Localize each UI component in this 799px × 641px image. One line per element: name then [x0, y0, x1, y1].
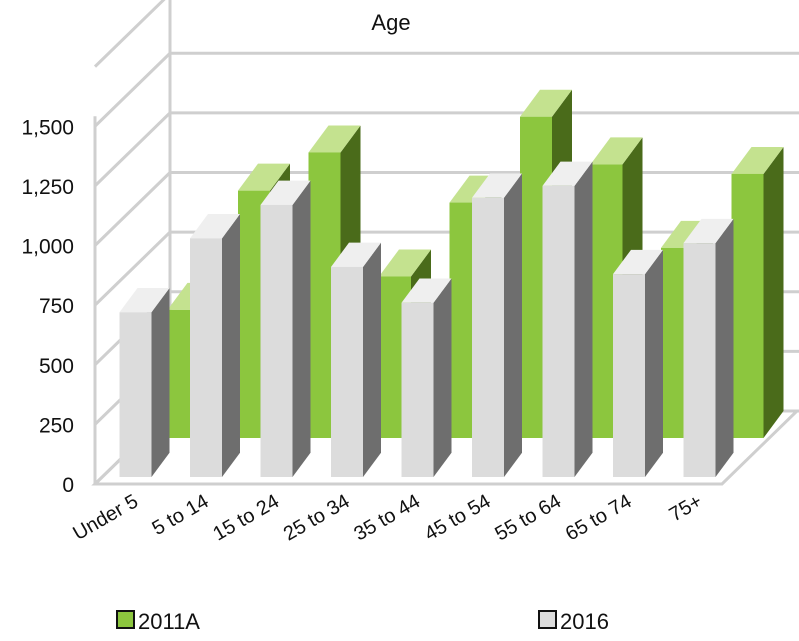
y-tick-label: 500	[39, 355, 74, 378]
gridline-diagonal	[93, 0, 166, 68]
x-tick-label: 15 to 24	[209, 490, 283, 545]
bar-2016	[401, 278, 452, 477]
x-tick-label: 35 to 44	[350, 490, 424, 545]
legend-item-2016[interactable]: 2016	[538, 609, 609, 634]
x-tick-label: Under 5	[69, 490, 142, 545]
bar-2016	[119, 287, 170, 477]
legend-label-2011a: 2011A	[138, 609, 200, 634]
gridline-diagonal	[93, 111, 172, 187]
x-tick-label: 45 to 54	[421, 490, 495, 545]
bar-2016	[472, 173, 522, 478]
gridline-diagonal	[93, 231, 172, 307]
gridline-diagonal	[93, 171, 172, 247]
x-tick-label: 75+	[666, 490, 706, 526]
x-tick-label: 65 to 74	[562, 490, 636, 545]
legend: 2011A 2016	[116, 609, 609, 634]
bar-2016	[260, 180, 311, 477]
y-axis-labels: 0 250 500 750 1,000 1,250 1,500	[21, 116, 74, 497]
legend-label-2016: 2016	[560, 609, 609, 634]
gridline-diagonal	[93, 52, 172, 128]
x-tick-label: 5 to 14	[149, 490, 213, 540]
y-tick-label: 1,000	[21, 236, 74, 259]
legend-swatch-2016	[538, 610, 557, 629]
series-2016-bars	[119, 161, 734, 478]
y-tick-label: 750	[39, 295, 74, 318]
bar-2016	[613, 249, 663, 477]
bar-2016	[331, 242, 381, 477]
bar-2016	[683, 218, 734, 477]
y-tick-label: 1,250	[21, 176, 74, 199]
legend-swatch-2011a	[116, 610, 135, 629]
y-tick-label: 0	[62, 474, 74, 497]
y-tick-label: 250	[39, 414, 74, 437]
chart-title: Age	[371, 10, 410, 35]
y-tick-label: 1,500	[21, 116, 74, 139]
x-tick-label: 55 to 64	[491, 490, 565, 545]
legend-item-2011a[interactable]: 2011A	[116, 609, 200, 634]
bar-2016	[542, 161, 593, 477]
x-tick-label: 25 to 34	[280, 490, 354, 545]
bar-2016	[190, 214, 240, 478]
bar-2011a	[731, 146, 784, 438]
